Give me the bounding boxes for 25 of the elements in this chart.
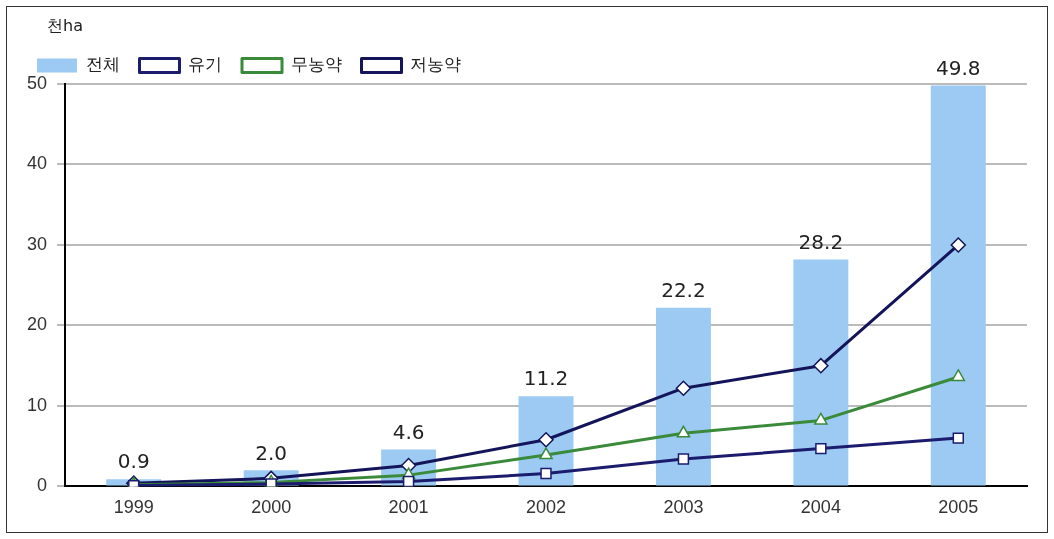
legend-label: 저농약 — [410, 55, 461, 75]
x-tick-label: 2001 — [388, 497, 429, 518]
data-label: 4.6 — [392, 419, 425, 444]
x-tick-label: 2004 — [800, 497, 841, 518]
y-tick-label: 40 — [26, 153, 48, 174]
legend-label: 유기 — [188, 55, 222, 75]
y-tick-label: 0 — [37, 475, 48, 496]
y-tick-label: 10 — [26, 394, 48, 415]
data-label: 49.8 — [936, 55, 981, 80]
x-tick-label: 1999 — [113, 497, 154, 518]
x-tick-label: 2000 — [251, 497, 292, 518]
legend-label: 무농약 — [290, 55, 342, 75]
legend-label: 전체 — [85, 55, 120, 75]
y-tick-label: 20 — [26, 314, 48, 335]
data-label: 28.2 — [798, 229, 844, 254]
y-tick-label: 30 — [26, 233, 48, 254]
data-label: 11.2 — [523, 366, 569, 391]
data-label: 2.0 — [255, 440, 288, 465]
x-tick-label: 2003 — [663, 497, 704, 518]
y-axis-title: 천ha — [47, 16, 83, 36]
x-tick-label: 2005 — [938, 497, 979, 518]
y-tick-label: 50 — [26, 72, 48, 93]
data-label: 0.9 — [117, 449, 150, 474]
data-label: 22.2 — [661, 277, 706, 302]
x-tick-label: 2002 — [525, 497, 567, 518]
